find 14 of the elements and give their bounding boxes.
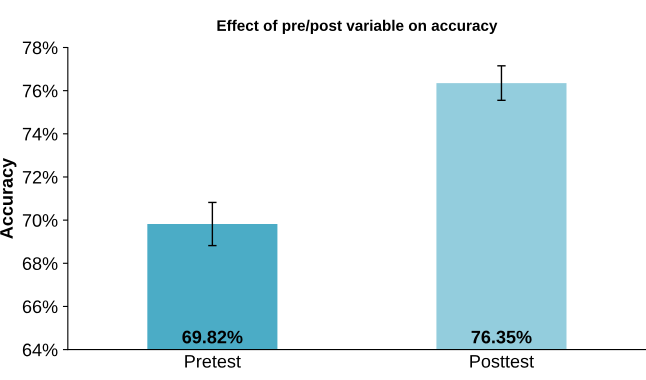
y-tick-label: 64% <box>22 344 58 356</box>
y-tick-label: 78% <box>22 41 58 54</box>
data-label: 76.35% <box>472 330 532 344</box>
x-tick-label: Posttest <box>470 355 534 368</box>
y-tick-label: 76% <box>22 84 58 98</box>
y-tick-label: 72% <box>22 170 58 184</box>
y-axis-title: Accuracy <box>0 158 16 239</box>
y-tick-label: 74% <box>22 128 58 140</box>
x-tick-label: Pretest <box>185 355 241 368</box>
y-tick-label: 68% <box>22 257 58 270</box>
y-tick-label: 66% <box>22 300 58 314</box>
chart-title: Effect of pre/post variable on accuracy <box>217 20 498 34</box>
y-tick-label: 70% <box>22 214 58 227</box>
data-label: 69.82% <box>182 330 243 344</box>
